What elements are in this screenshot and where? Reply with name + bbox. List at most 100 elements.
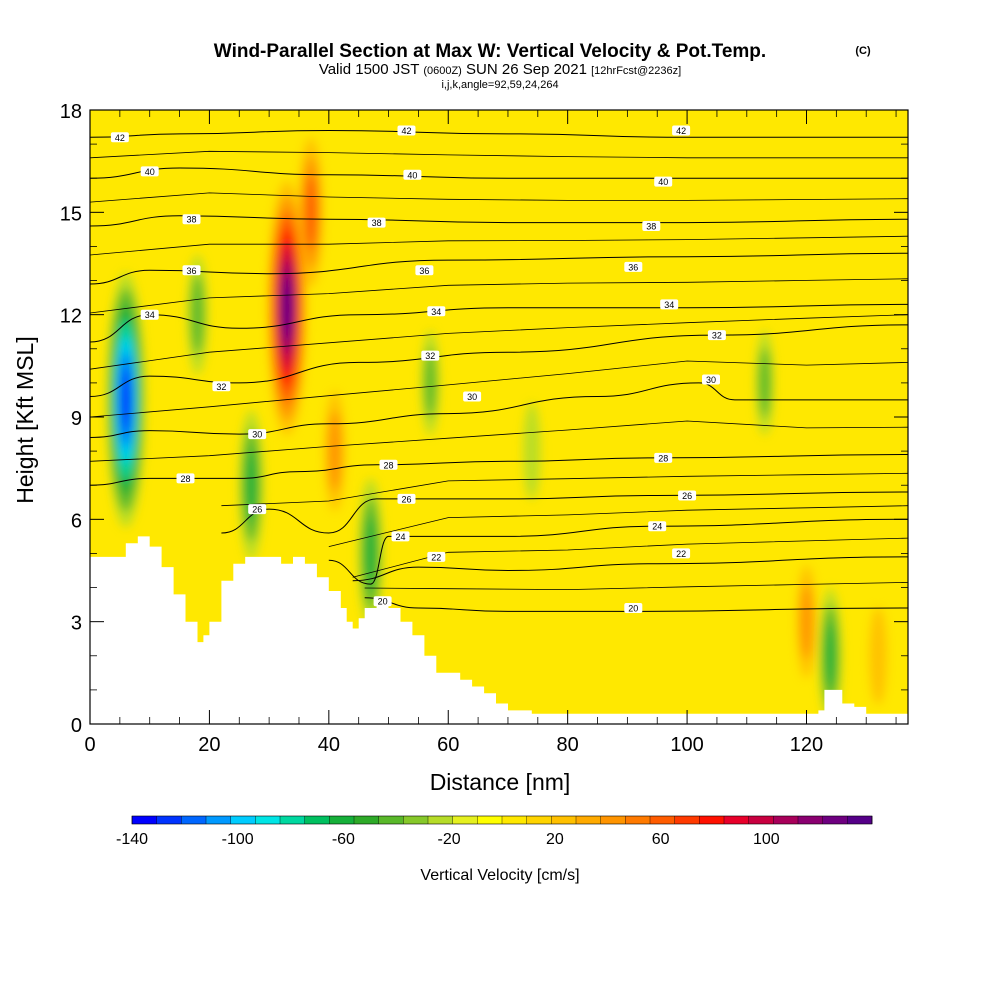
colorbar-swatch	[650, 816, 675, 824]
contour-label-text: 28	[180, 474, 190, 484]
contour-label: 40	[654, 176, 673, 187]
colorbar-swatch	[625, 816, 651, 824]
velocity-core	[869, 606, 887, 705]
contour-label-box	[397, 125, 416, 136]
theta-contour-minor	[90, 360, 908, 418]
contour-label: 42	[110, 132, 129, 143]
y-tick-label: 9	[71, 408, 82, 430]
contour-label: 34	[660, 299, 679, 310]
theta-contour-38	[90, 215, 908, 227]
velocity-feature	[869, 606, 887, 705]
x-tick-label: 80	[557, 734, 579, 756]
colorbar-swatch	[674, 816, 700, 824]
contour-label: 36	[182, 265, 201, 276]
colorbar-swatch	[847, 816, 873, 824]
contour-label: 42	[397, 125, 416, 136]
subtitle: Valid 1500 JST (0600Z) SUN 26 Sep 2021 […	[319, 61, 681, 78]
valid-forecast: [12hrFcst@2236z]	[591, 65, 681, 77]
velocity-core	[121, 368, 131, 432]
y-tick-label: 18	[60, 101, 82, 123]
contour-label-text: 36	[628, 262, 638, 272]
contour-label-text: 24	[395, 532, 405, 542]
theta-contour-minor	[328, 505, 908, 547]
colorbar-swatch	[551, 816, 577, 824]
velocity-feature	[187, 254, 208, 375]
contour-label-text: 30	[467, 392, 477, 402]
theta-contour-22	[352, 556, 908, 582]
theta-contour-minor	[90, 278, 908, 314]
contour-labels: 42 42 42 40 40 40 38 38 38 36 36 36 34 34 34 32 32 32 30 30…	[110, 125, 726, 614]
contour-label-text: 20	[628, 604, 638, 614]
contour-label-text: 22	[431, 552, 441, 562]
colorbar-swatch	[230, 816, 256, 824]
contour-label: 36	[415, 265, 434, 276]
contour-label-text: 38	[372, 218, 382, 228]
theta-contour-26	[221, 491, 908, 534]
contour-label-text: 28	[383, 460, 393, 470]
contour-label-text: 32	[216, 382, 226, 392]
contour-label: 28	[176, 473, 195, 484]
velocity-feature	[358, 478, 383, 629]
theta-contour-36	[90, 252, 908, 285]
contour-label-text: 28	[658, 453, 668, 463]
contour-label-box	[672, 125, 691, 136]
velocity-feature	[796, 565, 816, 678]
y-axis-label: Height [Kft MSL]	[12, 336, 38, 503]
contour-label-box	[176, 473, 195, 484]
theta-contours	[90, 129, 908, 612]
contour-label-box	[707, 330, 726, 341]
contour-label-box	[678, 490, 697, 501]
contour-label-text: 34	[664, 300, 674, 310]
contour-label-box	[379, 459, 398, 470]
contour-label-box	[654, 452, 673, 463]
contour-label: 28	[379, 459, 398, 470]
colorbar-swatch	[132, 816, 157, 824]
section-params: i,j,k,angle=92,59,24,264	[441, 79, 558, 91]
contour-label-text: 26	[401, 494, 411, 504]
theta-contour-30	[90, 382, 908, 438]
colorbar-swatch	[354, 816, 379, 824]
contour-label-box	[427, 551, 446, 562]
theta-contour-minor	[90, 314, 908, 370]
velocity-feature	[819, 588, 842, 724]
contour-label: 24	[648, 521, 667, 532]
contour-label-text: 42	[676, 126, 686, 136]
contour-label-box	[182, 265, 201, 276]
theta-contour-minor	[221, 472, 908, 507]
contour-label: 36	[624, 261, 643, 272]
valid-utc: (0600Z)	[423, 65, 462, 77]
contour-label-box	[397, 493, 416, 504]
colorbar-swatch	[378, 816, 404, 824]
contour-label-box	[624, 261, 643, 272]
colorbar-swatch	[526, 816, 552, 824]
contour-label-text: 30	[706, 375, 716, 385]
contour-label-text: 36	[419, 266, 429, 276]
contour-label-text: 22	[676, 549, 686, 559]
colorbar-swatch	[477, 816, 503, 824]
contour-label: 26	[397, 493, 416, 504]
x-tick-label: 20	[198, 734, 220, 756]
contour-label-text: 26	[252, 505, 262, 515]
contour-label: 24	[391, 531, 410, 542]
x-tick-label: 100	[670, 734, 703, 756]
colorbar-swatch	[304, 816, 330, 824]
x-tick-label: 60	[437, 734, 459, 756]
colorbar-swatch	[156, 816, 182, 824]
contour-label: 40	[403, 169, 422, 180]
velocity-core	[824, 621, 836, 690]
contour-label-box	[140, 309, 159, 320]
x-tick-label: 120	[790, 734, 823, 756]
contour-label-box	[212, 381, 231, 392]
colorbar-swatch	[255, 816, 281, 824]
contour-label-box	[367, 217, 386, 228]
theta-contour-34	[90, 303, 908, 343]
theta-contour-42	[90, 129, 908, 138]
x-tick-label: 0	[84, 734, 95, 756]
contour-label: 38	[367, 217, 386, 228]
contour-label-box	[648, 521, 667, 532]
contour-label: 34	[140, 309, 159, 320]
contour-label-text: 32	[712, 331, 722, 341]
terrain-mask	[90, 536, 908, 724]
